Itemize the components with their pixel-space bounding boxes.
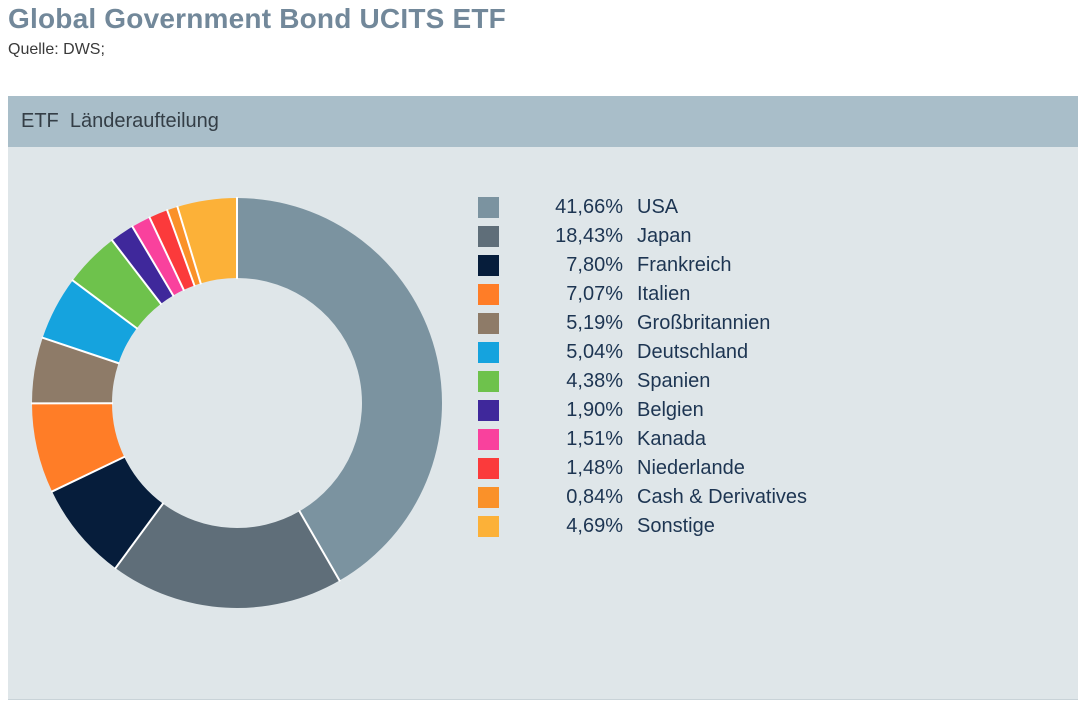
legend-item: 4,38% Spanien	[478, 367, 807, 396]
slice-gap-line	[176, 205, 202, 285]
legend-value: 1,90%	[566, 399, 623, 421]
legend-label: Frankreich	[637, 254, 732, 276]
donut-slice-cash-derivatives	[167, 206, 201, 286]
legend-label: Italien	[637, 283, 691, 305]
slice-gap-line	[50, 455, 126, 493]
legend-value: 5,19%	[566, 312, 623, 334]
slice-gap-line	[71, 279, 139, 330]
legend-value: 0,84%	[566, 486, 623, 508]
donut-slice-großbritannien	[31, 337, 119, 404]
donut-slice-italien	[32, 403, 125, 492]
legend-label: Kanada	[637, 428, 706, 450]
legend-swatch	[478, 313, 499, 334]
legend-label: Japan	[637, 225, 692, 247]
slice-gap-line	[165, 208, 196, 287]
legend-swatch	[478, 458, 499, 479]
legend-label: Sonstige	[637, 515, 715, 537]
slice-gap-line	[110, 238, 163, 306]
legend-item: 0,84% Cash & Derivatives	[478, 483, 807, 512]
slice-gap-line	[131, 225, 175, 297]
slice-gap-line	[41, 336, 120, 365]
legend-item: 5,04% Deutschland	[478, 338, 807, 367]
chart-area: 41,66% USA 18,43% Japan 7,80% Frankreich 7,07%…	[8, 147, 1078, 699]
legend-item: 1,48% Niederlande	[478, 454, 807, 483]
legend-value: 7,07%	[566, 283, 623, 305]
legend-label: Belgien	[637, 399, 704, 421]
legend-item: 1,51% Kanada	[478, 425, 807, 454]
legend-label: USA	[637, 196, 679, 218]
legend-swatch	[478, 371, 499, 392]
chart-panel: ETF Länderaufteilung 41,66% USA 18,43% Japa…	[8, 96, 1078, 700]
legend-value: 18,43%	[555, 225, 623, 247]
panel-header-title: ETF Länderaufteilung	[8, 96, 1078, 147]
legend-value: 1,51%	[566, 428, 623, 450]
legend-label: Deutschland	[637, 341, 749, 363]
legend-value: 1,48%	[566, 457, 623, 479]
legend-label: Spanien	[637, 370, 711, 392]
legend-value: 7,80%	[566, 254, 623, 276]
legend-item: 7,07% Italien	[478, 280, 807, 309]
donut-slice-japan	[115, 503, 340, 609]
legend-swatch	[478, 487, 499, 508]
legend-label: Großbritannien	[637, 312, 771, 334]
donut-slice-deutschland	[42, 280, 137, 364]
legend-swatch	[478, 342, 499, 363]
legend-swatch	[478, 429, 499, 450]
slice-gap-line	[298, 509, 341, 582]
legend-label: Cash & Derivatives	[637, 486, 808, 508]
legend-item: 18,43% Japan	[478, 222, 807, 251]
legend-swatch	[478, 226, 499, 247]
legend-swatch	[478, 284, 499, 305]
donut-slice-belgien	[112, 226, 174, 304]
donut-slice-sonstige	[177, 198, 237, 284]
legend-item: 1,90% Belgien	[478, 396, 807, 425]
legend-item: 7,80% Frankreich	[478, 251, 807, 280]
slice-gap-line	[148, 216, 186, 292]
source-note: Quelle: DWS;	[8, 41, 105, 58]
donut-slice-kanada	[132, 217, 184, 296]
legend-swatch	[478, 255, 499, 276]
page-title: Global Government Bond UCITS ETF	[8, 3, 506, 34]
legend-value: 4,69%	[566, 515, 623, 537]
slice-gap-line	[114, 502, 165, 570]
legend-item: 41,66% USA	[478, 193, 807, 222]
legend-value: 5,04%	[566, 341, 623, 363]
chart-legend: 41,66% USA 18,43% Japan 7,80% Frankreich 7,07%…	[478, 193, 807, 541]
legend-item: 5,19% Großbritannien	[478, 309, 807, 338]
legend-item: 4,69% Sonstige	[478, 512, 807, 541]
legend-label: Niederlande	[637, 457, 745, 479]
legend-swatch	[478, 197, 499, 218]
legend-value: 41,66%	[555, 196, 623, 218]
donut-chart	[30, 197, 443, 609]
legend-swatch	[478, 516, 499, 537]
donut-slice-niederlande	[149, 210, 195, 290]
donut-slice-spanien	[72, 240, 161, 329]
legend-swatch	[478, 400, 499, 421]
donut-slice-usa	[237, 198, 443, 581]
legend-value: 4,38%	[566, 370, 623, 392]
